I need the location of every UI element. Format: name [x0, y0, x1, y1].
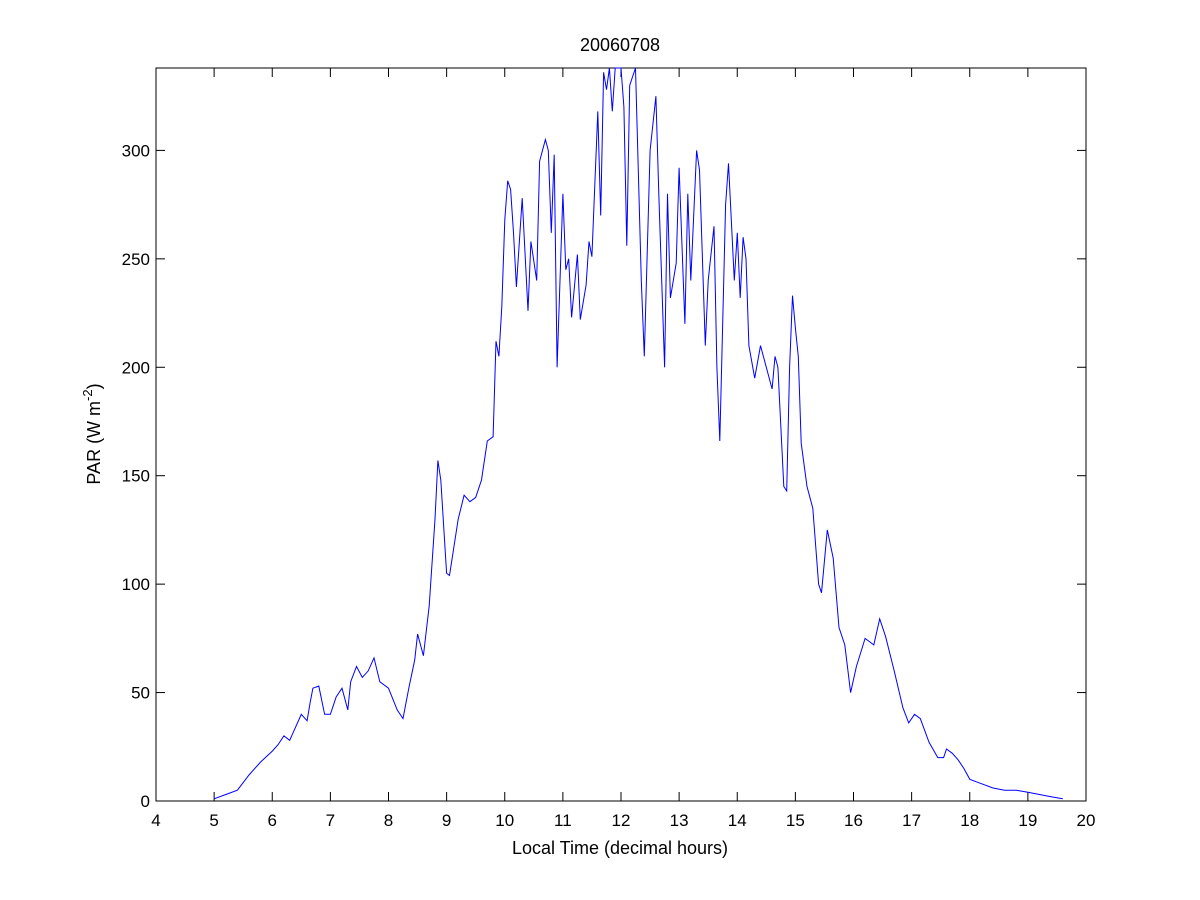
x-tick-label: 18: [960, 811, 979, 830]
y-tick-label: 200: [122, 358, 150, 377]
x-tick-label: 14: [728, 811, 747, 830]
y-axis: 0 50 100 150 200 250 300: [122, 141, 1086, 811]
x-tick-label: 4: [151, 811, 160, 830]
y-axis-label: PAR (W m-2): [80, 383, 104, 484]
x-tick-label: 16: [844, 811, 863, 830]
y-axis-label-superscript: -2: [80, 389, 95, 401]
x-tick-label: 19: [1018, 811, 1037, 830]
x-tick-label: 15: [786, 811, 805, 830]
x-tick-label: 12: [612, 811, 631, 830]
x-axis: 4 5 6 7 8 9 10 11 12 13 14 15 16 17 18 19 20: [151, 68, 1095, 830]
y-tick-label: 150: [122, 467, 150, 486]
plot-area-frame: [155, 67, 1087, 802]
y-axis-label-close: ): [84, 383, 104, 389]
x-tick-label: 17: [902, 811, 921, 830]
par-series-line: [213, 67, 1063, 800]
x-tick-label: 13: [670, 811, 689, 830]
x-tick-label: 6: [268, 811, 277, 830]
chart-title: 20060708: [580, 35, 660, 55]
y-tick-label: 300: [122, 141, 150, 160]
y-axis-label-main: PAR (W m: [84, 401, 104, 485]
x-tick-label: 11: [554, 811, 572, 830]
x-tick-label: 8: [384, 811, 393, 830]
y-tick-label: 250: [122, 250, 150, 269]
y-tick-label: 0: [141, 792, 150, 811]
x-tick-label: 5: [209, 811, 218, 830]
x-tick-label: 10: [495, 811, 514, 830]
y-tick-label: 100: [122, 575, 150, 594]
x-axis-label: Local Time (decimal hours): [512, 838, 728, 858]
x-tick-label: 7: [326, 811, 335, 830]
x-tick-label: 9: [442, 811, 451, 830]
y-tick-label: 50: [131, 684, 150, 703]
x-tick-label: 20: [1077, 811, 1096, 830]
